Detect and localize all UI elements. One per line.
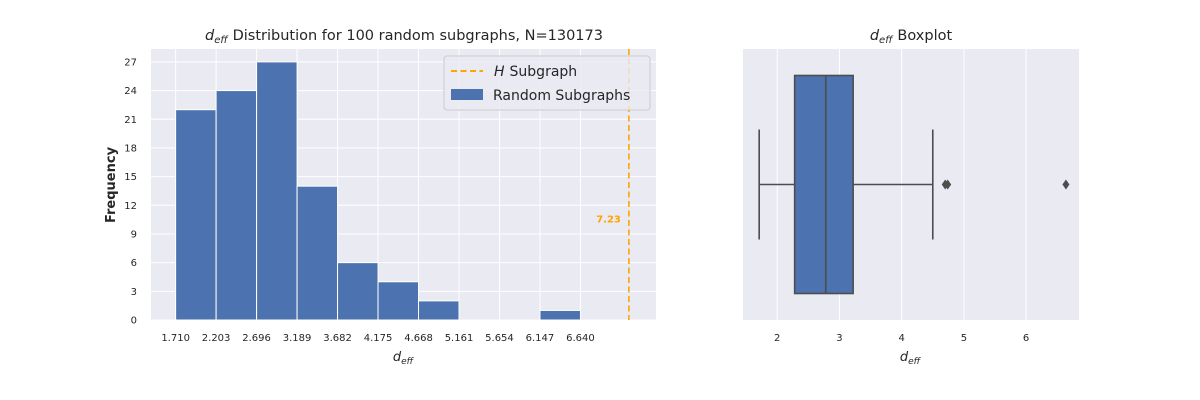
histogram-y-axis-label: Frequency <box>104 146 119 223</box>
reference-line-label: 7.23 <box>596 214 621 225</box>
histogram-title-text: Distribution for 100 random subgraphs, N… <box>233 28 603 44</box>
histogram-x-label-base: d <box>393 350 402 365</box>
boxplot-x-ticks: 2 3 4 5 6 <box>774 333 1029 344</box>
histogram-y-tick-label: 24 <box>124 86 137 97</box>
histogram-x-tick-label: 5.654 <box>485 333 514 344</box>
histogram-x-tick-label: 6.640 <box>566 333 595 344</box>
boxplot-x-label-subscript: eff <box>908 357 922 367</box>
histogram-bar <box>296 185 339 321</box>
boxplot-x-tick-label: 5 <box>961 333 967 344</box>
legend-frame <box>443 55 651 111</box>
histogram-x-tick-label: 4.175 <box>364 333 393 344</box>
histogram-legend: H Subgraph Random Subgraphs <box>443 55 651 111</box>
histogram-x-label-subscript: eff <box>401 357 415 367</box>
legend-swatch-random-subgraphs <box>451 89 483 100</box>
legend-entry-random-subgraphs: Random Subgraphs <box>493 88 630 104</box>
histogram-bar <box>215 90 258 321</box>
histogram-x-tick-label: 4.668 <box>404 333 433 344</box>
boxplot-x-axis-label: deff <box>900 350 922 367</box>
histogram-y-tick-label: 0 <box>131 316 137 327</box>
boxplot-x-label-base: d <box>900 350 909 365</box>
legend-entry-h-label: Subgraph <box>510 64 578 80</box>
histogram-bar <box>377 281 420 321</box>
boxplot-x-tick-label: 3 <box>836 333 842 344</box>
boxplot-box <box>793 74 854 295</box>
histogram-bar <box>175 109 217 321</box>
histogram-x-tick-label: 2.203 <box>202 333 231 344</box>
histogram-bars <box>175 61 581 321</box>
histogram-panel: 7.23 1.710 2.203 2.696 3.189 3.682 4.175 4.668… <box>104 28 656 367</box>
histogram-y-ticks: 0 3 6 9 12 15 18 21 24 27 <box>124 57 137 326</box>
histogram-title-symbol: d <box>205 28 215 44</box>
histogram-x-tick-label: 2.696 <box>242 333 271 344</box>
histogram-bar <box>539 309 581 321</box>
boxplot-outlier <box>1062 179 1070 190</box>
histogram-x-tick-label: 3.189 <box>283 333 312 344</box>
histogram-bar <box>256 61 298 321</box>
legend-entry-h-symbol: H <box>494 64 505 80</box>
boxplot-x-tick-label: 4 <box>898 333 904 344</box>
histogram-x-tick-label: 3.682 <box>323 333 352 344</box>
boxplot-x-tick-label: 6 <box>1023 333 1029 344</box>
histogram-title: deff Distribution for 100 random subgraph… <box>205 28 603 46</box>
histogram-y-tick-label: 15 <box>124 172 137 183</box>
boxplot-x-tick-label: 2 <box>774 333 780 344</box>
histogram-y-tick-label: 9 <box>131 229 137 240</box>
histogram-y-tick-label: 21 <box>124 115 137 126</box>
legend-entry-h-subgraph: H Subgraph <box>494 64 577 80</box>
histogram-x-tick-label: 1.710 <box>161 333 190 344</box>
histogram-bar <box>337 262 379 321</box>
histogram-x-tick-label: 6.147 <box>526 333 555 344</box>
histogram-bar <box>418 300 460 321</box>
histogram-y-tick-label: 3 <box>131 287 137 298</box>
histogram-y-tick-label: 27 <box>124 57 137 68</box>
histogram-y-tick-label: 6 <box>131 258 137 269</box>
boxplot-title-symbol-subscript: eff <box>879 35 894 46</box>
histogram-x-axis-label: deff <box>393 350 415 367</box>
boxplot-title-text: Boxplot <box>897 28 952 44</box>
histogram-title-symbol-subscript: eff <box>214 35 229 46</box>
boxplot-title: deff Boxplot <box>870 28 953 46</box>
boxplot-elements <box>758 74 1070 295</box>
histogram-x-ticks: 1.710 2.203 2.696 3.189 3.682 4.175 4.668 5.161… <box>161 333 594 344</box>
histogram-y-tick-label: 18 <box>124 143 137 154</box>
boxplot-outlier <box>944 179 952 190</box>
histogram-y-tick-label: 12 <box>124 201 137 212</box>
histogram-x-tick-label: 5.161 <box>445 333 474 344</box>
boxplot-title-symbol: d <box>870 28 880 44</box>
